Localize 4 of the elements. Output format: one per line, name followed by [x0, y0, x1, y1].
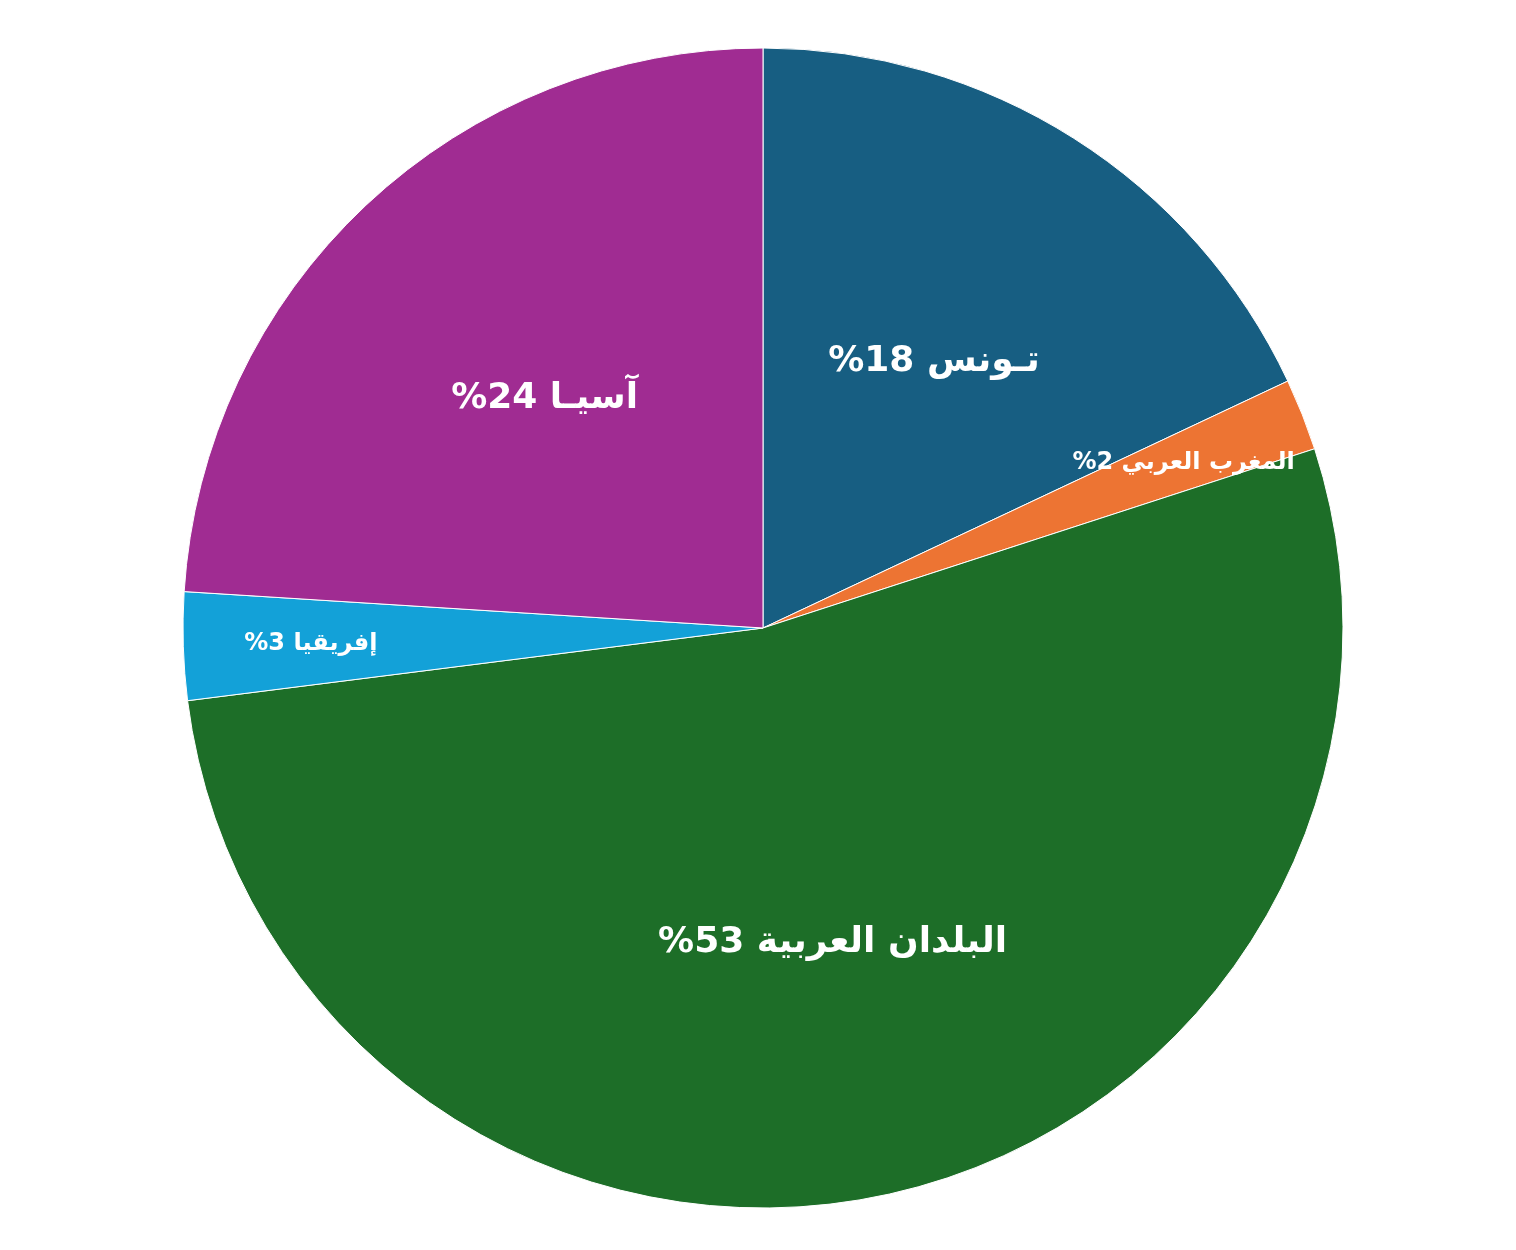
- slice-label: إفريقيا 3%: [244, 628, 378, 657]
- slice-label: آسيـا 24%: [451, 372, 640, 416]
- slice-label: البلدان العربية 53%: [658, 918, 1008, 961]
- slice-label: تـونس 18%: [828, 338, 1040, 381]
